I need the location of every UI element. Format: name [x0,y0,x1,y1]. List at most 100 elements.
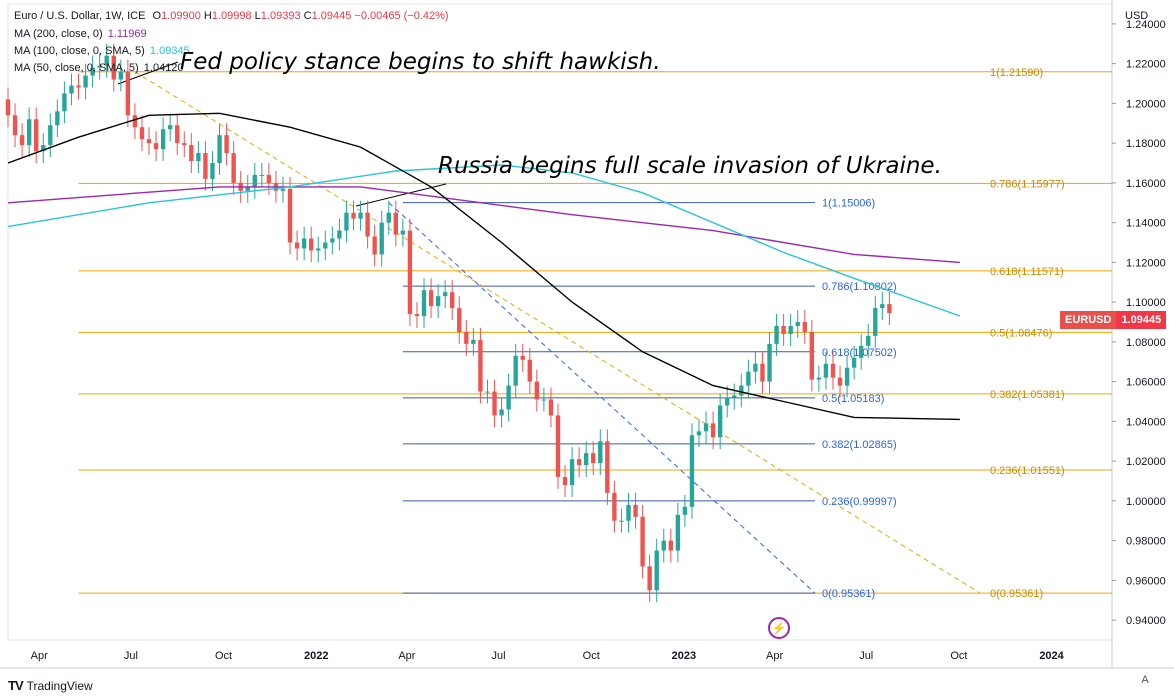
candle [231,141,236,195]
fib-blue-label: 0.236(0.99997) [822,496,897,508]
low-value: 1.09393 [260,10,301,22]
candle [62,81,67,124]
y-tick-label: 1.22000 [1126,59,1166,71]
x-tick-label: Apr [31,650,48,662]
candle [640,504,645,579]
candle [224,123,229,165]
candle [97,53,102,80]
fib-orange-label: 0.236(1.01551) [990,465,1065,477]
currency-label: USD [1125,10,1149,22]
candle [48,113,53,158]
candle-body [217,135,222,163]
candle-body [647,566,652,591]
candle [626,492,631,533]
candle-body [492,391,497,416]
y-tick-label: 1.06000 [1126,377,1166,389]
candle-body [182,143,187,146]
fib-orange-label: 0.618(1.11571) [990,266,1064,278]
candle [245,174,250,203]
candle-body [189,145,194,162]
tradingview-logo[interactable]: TV TradingView [8,678,93,693]
candle-body [414,314,420,317]
candle-body [41,145,46,152]
y-tick-label: 1.10000 [1126,297,1166,309]
x-tick-label: Jul [124,650,138,662]
candle-body [809,331,815,380]
candle-body [725,397,730,406]
candle [26,107,32,158]
candle-body [802,322,807,332]
ma100-legend[interactable]: MA (100, close, 0, SMA, 5) 1.09345 [14,45,190,57]
candle [5,87,11,128]
fed-annotation[interactable]: Fed policy stance begins to shift hawkis… [180,49,661,75]
candle-body [562,477,568,485]
ma50-value: 1.04120 [143,62,184,74]
candle-body [76,85,81,88]
candle [887,292,892,325]
candle-body [675,514,681,551]
candle [337,218,342,251]
candle-body [118,71,124,80]
candle-body [844,367,850,386]
candle-body [612,492,617,521]
y-tick-label: 1.20000 [1126,98,1166,110]
candle [591,441,596,476]
auto-scale-button[interactable]: A [1141,674,1149,686]
candle-body [146,139,152,144]
candle [880,292,885,321]
candle-body [598,441,603,464]
y-tick-label: 1.14000 [1126,218,1166,230]
candle [555,403,561,489]
symbol-badge: EURUSD [1060,311,1117,329]
x-tick-label: 2022 [304,650,328,662]
candle [442,280,448,309]
y-tick-label: 0.98000 [1126,536,1166,548]
candle-body [781,325,786,334]
ma50-legend[interactable]: MA (50, close, 0, SMA, 5) 1.04120 [14,62,184,74]
candle [605,429,610,505]
fib-orange-label: 0.786(1.15977) [990,178,1065,190]
candle [781,314,786,346]
candle-body [837,377,843,386]
candle [393,200,398,247]
x-tick-label: Oct [583,650,600,662]
lightning-icon[interactable]: ⚡ [768,617,790,639]
candle [689,423,695,519]
candle-body [125,71,131,116]
candle-body [626,504,631,521]
candle [146,127,152,156]
candle-body [259,174,265,176]
fib-blue-label: 0.382(1.02865) [822,439,897,451]
candle-body [478,339,483,392]
candle-body [316,248,321,251]
candle-body [661,540,666,551]
candle [351,200,356,231]
candle-body [732,395,737,398]
candle-body [774,325,779,344]
fib-retracement-orange: 1(1.21590) 0.786(1.15977) 0.618(1.11571) 0.… [78,67,1112,600]
candle [372,224,377,267]
candle [520,343,525,372]
symbol-line: Euro / U.S. Dollar, 1W, ICE [14,10,146,22]
candle [696,419,702,448]
y-tick-label: 0.94000 [1126,615,1166,627]
y-tick-label: 1.24000 [1126,19,1166,31]
candle [379,210,384,267]
candle [541,387,547,412]
candle-body [710,423,716,438]
candle-body [153,143,159,150]
ma200-legend[interactable]: MA (200, close, 0) 1.11969 [14,28,147,40]
x-tick-label: Oct [215,650,232,662]
candle [450,280,455,321]
candle-body [435,296,441,307]
candle [795,310,800,338]
candle [252,163,257,199]
russia-annotation[interactable]: Russia begins full scale invasion of Ukr… [438,153,942,179]
high-value: 1.09998 [211,10,252,22]
candle-body [12,115,18,136]
x-tick-label: Apr [766,650,783,662]
candle [301,226,307,261]
candle [774,314,779,356]
candle [428,278,434,319]
